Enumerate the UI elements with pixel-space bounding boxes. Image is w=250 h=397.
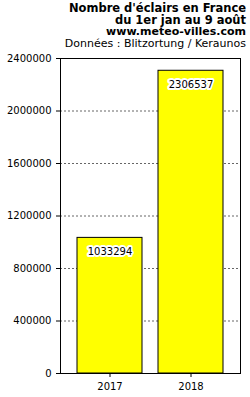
svg-text:2018: 2018 [178, 381, 203, 392]
html-text:www.meteo-villes.com: www.meteo-villes.com [106, 25, 246, 38]
svg-text:1200000: 1200000 [7, 210, 52, 221]
svg-text:1600000: 1600000 [7, 158, 52, 169]
html-text:Nombre d'éclairs en France du: Nombre d'éclairs en France du 1er jan au… [68, 1, 246, 27]
svg-text:0: 0 [45, 368, 51, 379]
svg-text:2017: 2017 [97, 381, 122, 392]
svg-text:800000: 800000 [13, 263, 51, 274]
svg-text:400000: 400000 [13, 315, 51, 326]
svg-text:2306537: 2306537 [169, 79, 214, 90]
svg-text:2400000: 2400000 [7, 53, 52, 64]
svg-text:2000000: 2000000 [7, 105, 52, 116]
html-text:Données : Blitzortung / Keraun: Données : Blitzortung / Keraunos [64, 37, 246, 50]
svg-text:1033294: 1033294 [88, 246, 133, 257]
